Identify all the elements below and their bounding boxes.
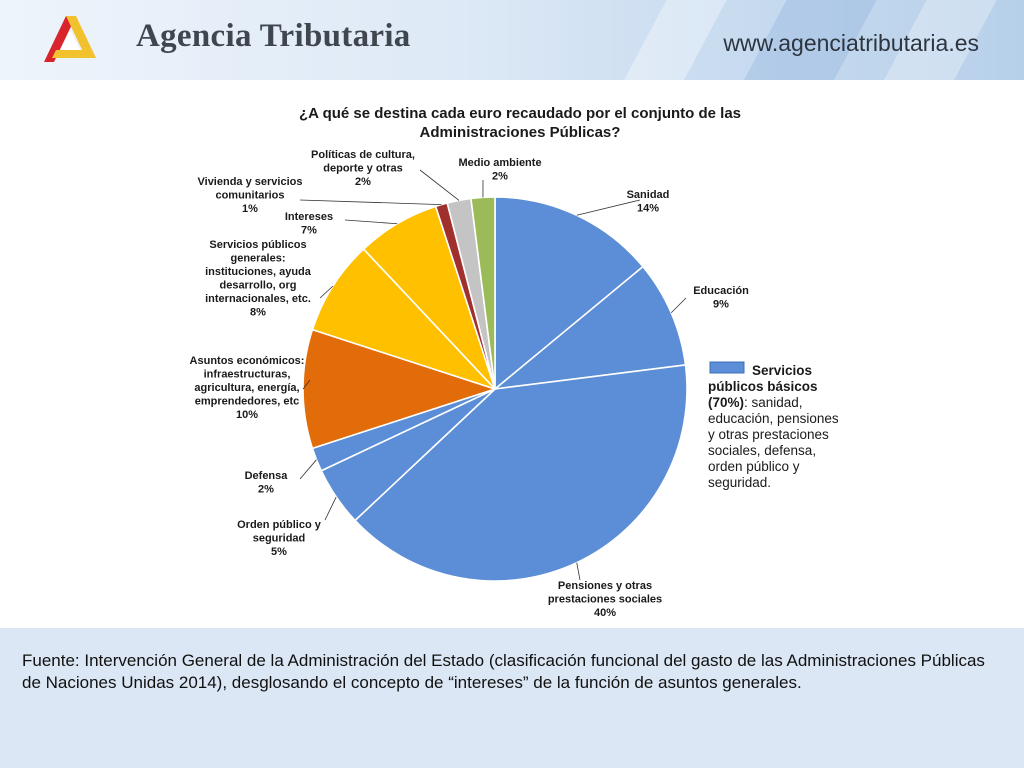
legend-text: : sanidad,	[744, 395, 803, 410]
slice-label-vivienda: comunitarios	[215, 190, 284, 202]
agencia-tributaria-logo-icon[interactable]	[36, 10, 108, 70]
pie-slice-sanidad	[494, 196, 645, 391]
leader-line-defensa	[299, 459, 317, 480]
pie-slices	[302, 196, 688, 582]
slice-value-cultura: 2%	[355, 176, 371, 188]
pie-slice-pensiones	[353, 364, 688, 582]
header-bar: Agencia Tributaria www.agenciatributaria…	[0, 0, 1024, 80]
slice-value-medioambiente: 2%	[492, 171, 508, 183]
leader-line-vivienda	[299, 199, 442, 206]
slice-value-intereses: 7%	[301, 225, 317, 237]
slice-label-generales: instituciones, ayuda	[205, 266, 312, 278]
leader-lines	[299, 169, 687, 581]
slice-label-defensa: Defensa	[245, 470, 289, 482]
slice-label-cultura: Políticas de cultura,	[311, 149, 415, 161]
legend-text: educación, pensiones	[708, 411, 839, 426]
slice-value-defensa: 2%	[258, 484, 274, 496]
slice-label-sanidad: Sanidad	[627, 189, 670, 201]
legend-text: orden público y	[708, 459, 800, 474]
leader-line-educacion	[670, 297, 687, 314]
slice-label-economicos: infraestructuras,	[204, 369, 291, 381]
slice-value-vivienda: 1%	[242, 203, 258, 215]
leader-line-sanidad	[576, 199, 641, 216]
leader-line-generales	[319, 285, 334, 299]
header-decor-stripe	[602, 0, 738, 80]
legend-title: públicos básicos	[708, 379, 818, 394]
slice-label-orden: Orden público y	[237, 519, 322, 531]
slice-label-vivienda: Vivienda y servicios	[198, 176, 303, 188]
brand-name: Agencia Tributaria	[136, 18, 411, 54]
footer-band	[0, 628, 1024, 768]
slice-label-generales: generales:	[230, 253, 285, 265]
legend-title: Servicios	[752, 363, 812, 378]
legend-text: y otras prestaciones	[708, 427, 829, 442]
source-note: Fuente: Intervención General de la Admin…	[22, 651, 985, 692]
slice-label-economicos: emprendedores, etc	[195, 396, 300, 408]
slice-label-generales: desarrollo, org	[219, 280, 296, 292]
slice-label-economicos: agricultura, energía,	[194, 382, 299, 394]
slice-label-orden: seguridad	[253, 533, 306, 545]
slice-labels: Sanidad 14% Educación 9% Pensiones y otras pr…	[190, 149, 750, 619]
slice-label-pensiones: Pensiones y otras	[558, 580, 652, 592]
leader-line-orden	[324, 496, 337, 521]
slice-label-intereses: Intereses	[285, 211, 333, 223]
slice-label-cultura: deporte y otras	[323, 163, 402, 175]
pie-slice-generales	[311, 247, 496, 390]
slice-value-orden: 5%	[271, 546, 287, 558]
leader-line-pensiones	[576, 562, 581, 581]
legend-text: seguridad.	[708, 475, 771, 490]
legend-swatch	[709, 361, 745, 374]
slice-label-educacion: Educación	[693, 285, 749, 297]
chart-title-line: ¿A qué se destina cada euro recaudado po…	[299, 105, 741, 122]
slice-label-medioambiente: Medio ambiente	[458, 157, 541, 169]
slice-value-educacion: 9%	[713, 299, 729, 311]
slice-value-sanidad: 14%	[637, 203, 659, 215]
leader-line-cultura	[419, 169, 460, 201]
legend-title: (70%)	[708, 395, 744, 410]
chart-area: ¿A qué se destina cada euro recaudado po…	[0, 80, 1024, 628]
slice-label-generales: Servicios públicos	[209, 239, 306, 251]
slice-value-pensiones: 40%	[594, 607, 616, 619]
slice-label-pensiones: prestaciones sociales	[548, 594, 662, 606]
site-url-link[interactable]: www.agenciatributaria.es	[723, 30, 979, 56]
chart-title-line: Administraciones Públicas?	[420, 124, 621, 141]
slice-label-economicos: Asuntos económicos:	[190, 355, 305, 367]
slice-value-economicos: 10%	[236, 409, 258, 421]
leader-line-intereses	[344, 219, 398, 225]
slice-label-generales: internacionales, etc.	[205, 293, 311, 305]
leader-line-economicos	[302, 379, 311, 390]
pie-slice-educacion	[492, 265, 687, 391]
pie-chart: ¿A qué se destina cada euro recaudado po…	[190, 105, 839, 619]
slice-value-generales: 8%	[250, 307, 266, 319]
chart-title: ¿A qué se destina cada euro recaudado po…	[299, 105, 741, 141]
legend-text: sociales, defensa,	[708, 443, 816, 458]
